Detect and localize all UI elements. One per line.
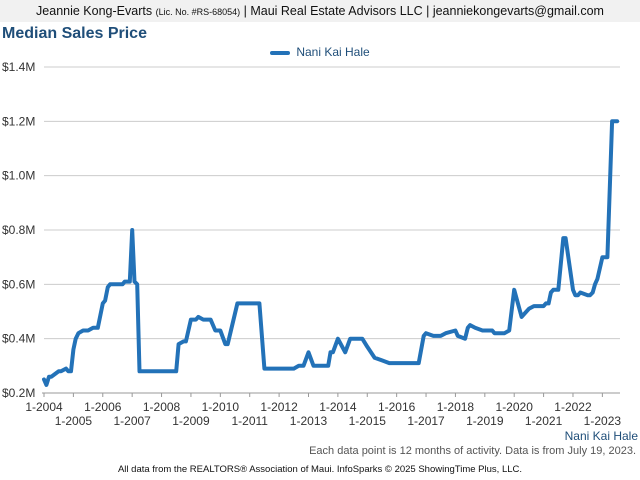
license-number: (Lic. No. #RS-68054)	[155, 7, 241, 17]
x-tick-label: 1-2019	[466, 414, 504, 428]
x-tick-label: 1-2014	[319, 400, 357, 414]
y-tick-label: $1.4M	[2, 60, 35, 74]
x-tick-label: 1-2011	[231, 414, 268, 428]
x-tick-label: 1-2005	[55, 414, 93, 428]
x-tick-label: 1-2022	[554, 400, 592, 414]
y-tick-label: $0.2M	[2, 386, 35, 400]
x-tick-label: 1-2023	[584, 414, 622, 428]
x-tick-label: 1-2009	[172, 414, 210, 428]
y-tick-label: $0.8M	[2, 223, 35, 237]
x-tick-label: 1-2015	[349, 414, 387, 428]
page-title: Median Sales Price	[2, 25, 147, 42]
x-tick-label: 1-2020	[496, 400, 534, 414]
series-caption: Nani Kai Hale	[564, 429, 638, 443]
x-tick-label: 1-2012	[260, 400, 298, 414]
x-tick-label: 1-2021	[525, 414, 563, 428]
agency-contact: | Maui Real Estate Advisors LLC | jeanni…	[243, 4, 604, 18]
agent-header-bar: Jeannie Kong-Evarts (Lic. No. #RS-68054)…	[0, 0, 640, 22]
x-tick-label: 1-2017	[407, 414, 445, 428]
x-tick-label: 1-2018	[437, 400, 475, 414]
series-line	[42, 119, 620, 387]
chart-legend[interactable]: Nani Kai Hale	[0, 45, 640, 59]
x-tick-label: 1-2006	[84, 400, 122, 414]
y-tick-label: $1.2M	[2, 114, 35, 128]
footer-credit: All data from the REALTORS® Association …	[117, 464, 523, 475]
x-tick-label: 1-2013	[290, 414, 328, 428]
y-tick-label: $0.6M	[2, 277, 35, 291]
legend-swatch	[270, 50, 291, 55]
y-tick-label: $1.0M	[2, 169, 35, 183]
x-tick-label: 1-2004	[25, 400, 63, 414]
agent-name: Jeannie Kong-Evarts	[36, 4, 153, 18]
y-tick-label: $0.4M	[2, 332, 35, 346]
legend-label: Nani Kai Hale	[296, 45, 370, 59]
x-tick-label: 1-2016	[378, 400, 416, 414]
x-tick-label: 1-2008	[143, 400, 181, 414]
data-note: Each data point is 12 months of activity…	[309, 445, 636, 457]
x-tick-label: 1-2010	[202, 400, 240, 414]
x-tick-label: 1-2007	[113, 414, 151, 428]
